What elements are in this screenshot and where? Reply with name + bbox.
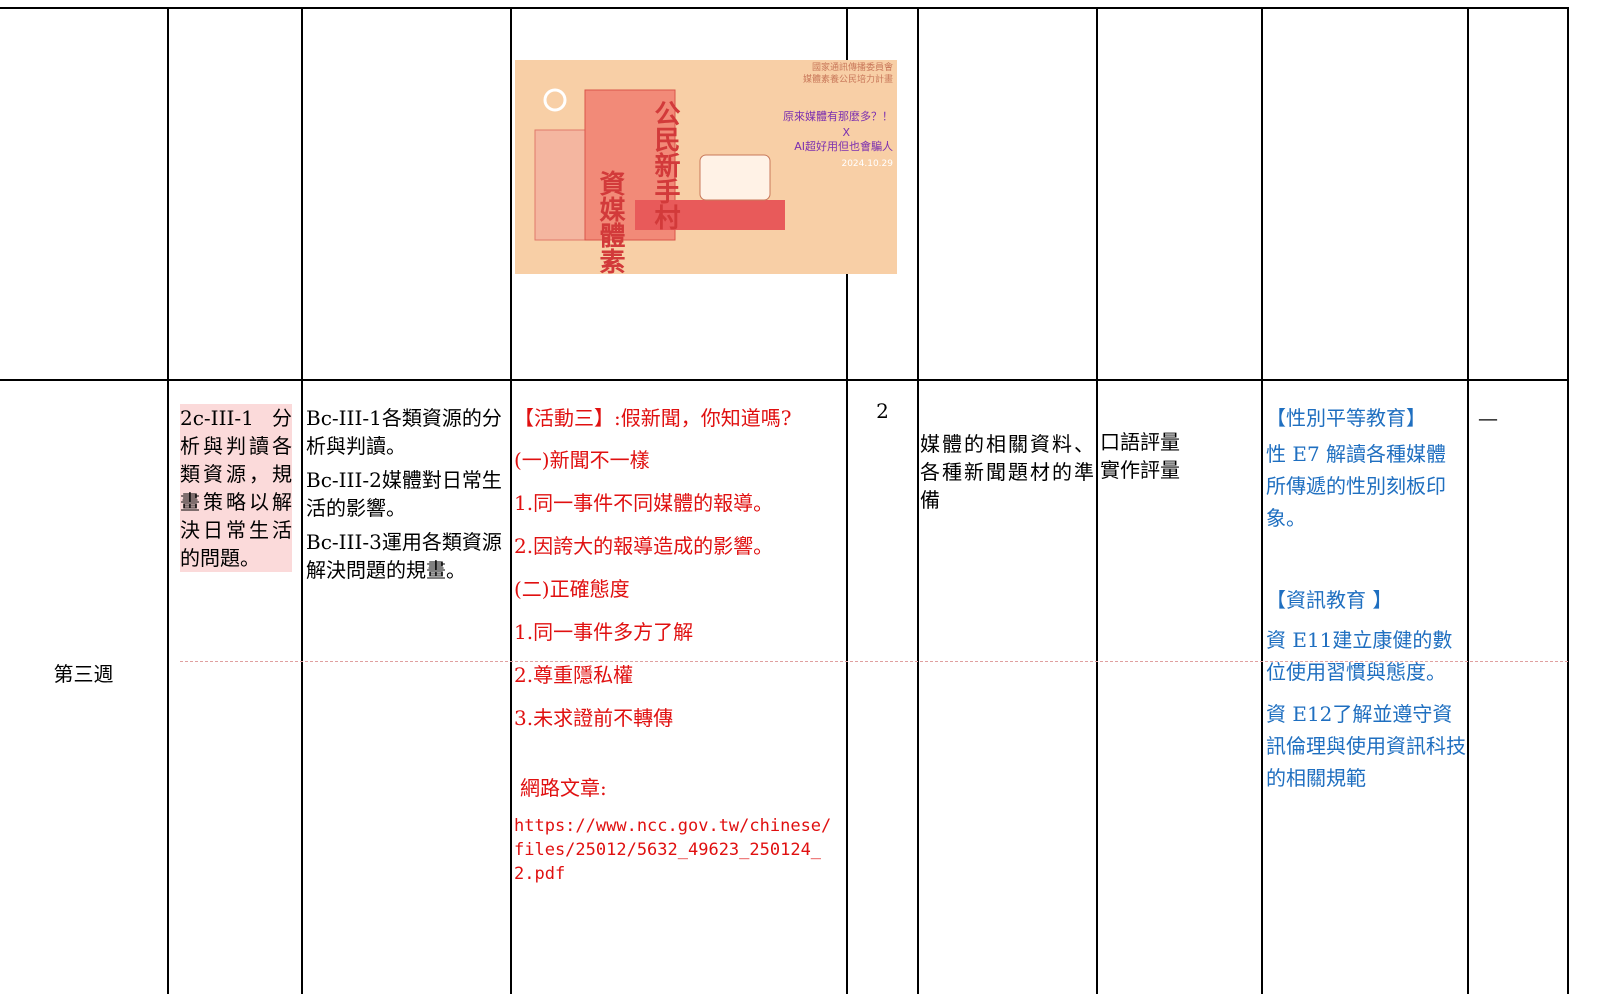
remark: — xyxy=(1478,406,1498,430)
table-border xyxy=(0,379,1568,381)
issue-item: 資 E11建立康健的數位使用習慣與態度。 xyxy=(1266,628,1453,684)
resources: 媒體的相關資料、各種新聞題材的準備 xyxy=(920,432,1094,512)
poster-art-text: 公民新手村 xyxy=(650,100,680,230)
content-item: Bc-III-1各類資源的分析與判讀。 xyxy=(306,406,502,458)
table-border xyxy=(301,7,303,994)
table-border xyxy=(1096,7,1098,994)
periods: 2 xyxy=(876,399,889,423)
assessment: 口語評量 實作評量 xyxy=(1100,428,1258,484)
content-item: Bc-III-2媒體對日常生活的影響。 xyxy=(306,468,502,520)
poster-date: 2024.10.29 xyxy=(841,159,893,169)
activity-item: (二)正確態度 xyxy=(514,577,630,601)
learning-content: Bc-III-1各類資源的分析與判讀。 Bc-III-2媒體對日常生活的影響。 … xyxy=(306,404,504,599)
issue-item: 性 E7 解讀各種媒體所傳遞的性別刻板印象。 xyxy=(1266,442,1447,530)
activity-item: 1.同一事件多方了解 xyxy=(514,620,694,644)
poster-subline: AI超好用但也會騙人 xyxy=(794,139,893,153)
poster-image: 資媒體素養計讀 公民新手村 國家通訊傳播委員會 媒體素養公民培力計畫 原來媒體有… xyxy=(515,60,897,274)
article-url: https://www.ncc.gov.tw/chinese/files/250… xyxy=(514,816,832,884)
table-border xyxy=(846,7,848,994)
issue-item: 資 E12了解並遵守資訊倫理與使用資訊科技的相關規範 xyxy=(1266,702,1466,790)
activity-item: 3.未求證前不轉傳 xyxy=(514,706,674,730)
learning-performance: 2c-III-1分析與判讀各類資源，規畫策略以解決日常生活的問題。 xyxy=(180,404,292,572)
table-border xyxy=(1567,7,1569,994)
issues: 【性別平等教育】 性 E7 解讀各種媒體所傳遞的性別刻板印象。 【資訊教育 】 … xyxy=(1266,404,1466,809)
table-border xyxy=(1467,7,1469,994)
table-border xyxy=(917,7,919,994)
article-label: 網路文章: xyxy=(520,776,607,800)
content-item: Bc-III-3運用各類資源解決問題的規畫。 xyxy=(306,530,502,582)
poster-headline: 原來媒體有那麼多？！ xyxy=(783,109,893,123)
week: 第三週 xyxy=(53,662,114,686)
poster-art-text: 資媒體素養計讀 xyxy=(595,170,626,274)
table-border xyxy=(1261,7,1263,994)
assessment-item: 實作評量 xyxy=(1100,458,1180,482)
table-border xyxy=(510,7,512,994)
activity-item: (一)新聞不一樣 xyxy=(514,448,650,472)
issue-heading: 【資訊教育 】 xyxy=(1266,588,1393,612)
activity-title: 【活動三】:假新聞，你知道嗎? xyxy=(514,406,792,430)
revision-line xyxy=(180,661,1568,662)
poster-plan: 媒體素養公民培力計畫 xyxy=(803,73,893,85)
activity-item: 1.同一事件不同媒體的報導。 xyxy=(514,491,774,515)
poster-org: 國家通訊傳播委員會 xyxy=(812,61,893,73)
table-border xyxy=(0,7,1568,9)
table-border xyxy=(167,7,169,994)
assessment-item: 口語評量 xyxy=(1100,430,1180,454)
activity-item: 2.尊重隱私權 xyxy=(514,663,634,687)
activity-item: 2.因誇大的報導造成的影響。 xyxy=(514,534,774,558)
issue-heading: 【性別平等教育】 xyxy=(1266,406,1426,430)
activity: 【活動三】:假新聞，你知道嗎? (一)新聞不一樣 1.同一事件不同媒體的報導。 … xyxy=(514,404,840,886)
poster-cross: X xyxy=(842,126,850,139)
